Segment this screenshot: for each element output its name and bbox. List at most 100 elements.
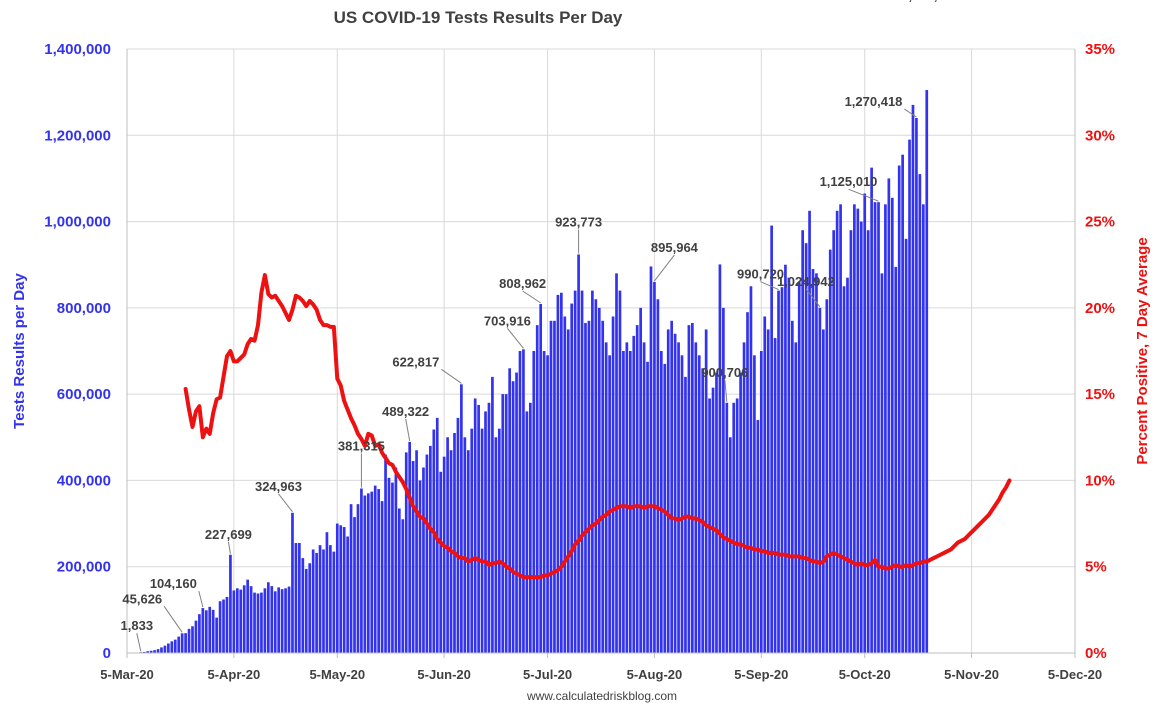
x-tick-label: 5-Nov-20: [944, 667, 999, 682]
bar: [628, 351, 632, 653]
bar: [384, 454, 387, 653]
bar: [349, 504, 353, 653]
bar: [853, 204, 856, 654]
bar: [873, 202, 877, 653]
annotation-label: 1,304,873: [901, 0, 959, 3]
annotation-leader: [805, 288, 821, 308]
bar: [577, 254, 580, 653]
bar: [453, 432, 456, 653]
bar: [329, 545, 332, 653]
x-tick-label: 5-May-20: [309, 667, 365, 682]
bar: [563, 316, 567, 653]
bar: [822, 329, 825, 653]
bar: [173, 639, 177, 653]
bar: [804, 243, 808, 653]
annotation-leader: [441, 368, 462, 384]
bar: [170, 641, 174, 653]
bar: [235, 588, 239, 653]
bar: [494, 437, 498, 653]
annotation-label: 1,833: [121, 618, 154, 633]
bar: [204, 610, 208, 653]
bar: [780, 287, 784, 653]
bar: [863, 193, 867, 653]
x-tick-label: 5-Oct-20: [839, 667, 891, 682]
bar: [632, 335, 636, 653]
bar: [522, 349, 525, 653]
bar: [253, 592, 256, 653]
bar: [222, 599, 225, 653]
bar: [656, 299, 660, 653]
x-tick-label: 5-Apr-20: [207, 667, 260, 682]
bar: [256, 593, 260, 653]
bar: [921, 204, 925, 654]
bar: [766, 329, 770, 653]
bar: [528, 402, 532, 653]
bar: [377, 489, 380, 653]
bar: [877, 202, 880, 653]
x-tick-label: 5-Aug-20: [627, 667, 683, 682]
source-label: www.calculatedriskblog.com: [526, 689, 677, 703]
bar: [594, 299, 598, 653]
bar: [432, 429, 436, 653]
bar: [773, 338, 777, 653]
bar: [680, 355, 684, 653]
bar: [570, 303, 574, 653]
line-series: [183, 273, 1012, 580]
annotation-leader: [760, 281, 779, 291]
bar: [335, 523, 339, 653]
bar: [322, 549, 325, 653]
annotation-leader: [522, 290, 541, 304]
bar: [287, 586, 291, 653]
axes: [126, 49, 1076, 658]
bar: [301, 558, 305, 653]
bar: [663, 363, 667, 653]
bar: [446, 437, 449, 653]
bar: [153, 650, 156, 653]
bar: [535, 325, 539, 653]
annotation-label: 703,916: [484, 313, 531, 328]
bar: [284, 588, 287, 653]
annotation-label: 895,964: [651, 240, 699, 255]
bar: [425, 454, 429, 653]
bar: [266, 582, 270, 653]
bar: [339, 525, 343, 653]
bar: [380, 501, 384, 653]
bar: [273, 591, 277, 653]
bar: [246, 579, 249, 653]
annotation-label: 45,626: [122, 591, 162, 606]
bar: [156, 649, 160, 653]
bar: [342, 527, 346, 653]
bar: [249, 586, 253, 653]
bar: [560, 292, 563, 653]
bar: [587, 320, 591, 653]
y-tick-label: 600,000: [57, 386, 111, 403]
bar: [790, 320, 794, 653]
bar: [622, 351, 625, 653]
bar: [842, 286, 846, 653]
bar: [918, 174, 922, 653]
bar: [601, 320, 605, 653]
bar: [167, 643, 170, 653]
bar: [880, 273, 884, 653]
annotation-label: 489,322: [382, 404, 429, 419]
bar: [625, 342, 629, 653]
bar: [418, 480, 422, 653]
bar: [497, 428, 501, 653]
bar: [542, 351, 546, 653]
bar: [856, 208, 860, 653]
bar: [408, 441, 412, 653]
y2-axis-title: Percent Positive, 7 Day Average: [1134, 237, 1151, 464]
x-tick-label: 5-Mar-20: [100, 667, 153, 682]
bar: [604, 342, 608, 653]
bar: [487, 402, 491, 653]
bar: [746, 312, 749, 653]
y2-tick-label: 10%: [1085, 472, 1115, 489]
x-tick-label: 5-Dec-20: [1048, 667, 1102, 682]
bar: [711, 387, 715, 653]
bar: [160, 647, 163, 653]
bar: [828, 249, 832, 653]
bar: [511, 381, 515, 653]
bar: [777, 290, 780, 653]
bar: [756, 420, 760, 653]
bar: [904, 238, 908, 654]
